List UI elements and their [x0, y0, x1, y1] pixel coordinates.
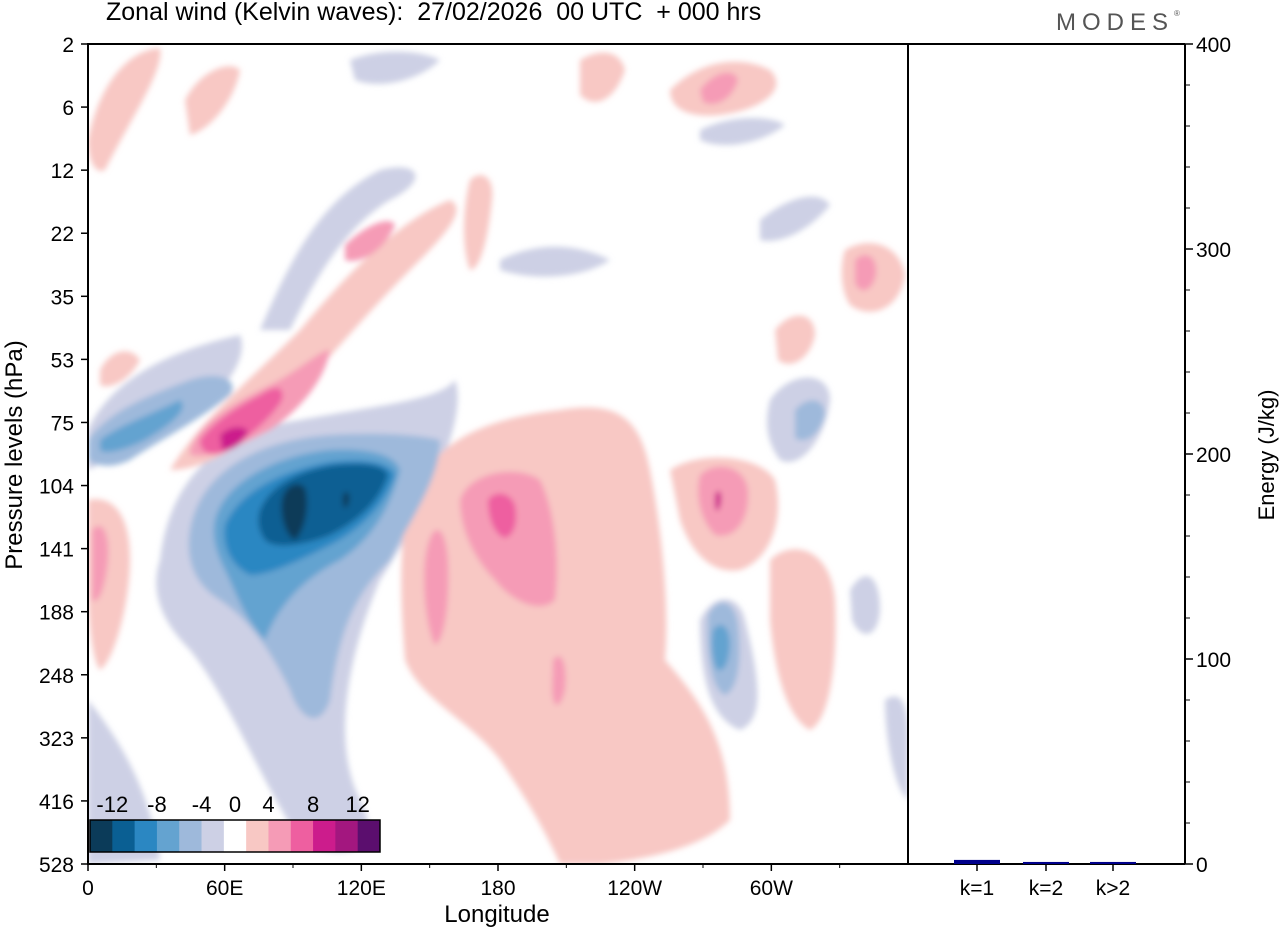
colorbar-frame — [89, 819, 381, 853]
x-tick-label: 0 — [82, 877, 94, 900]
y-tick-label: 416 — [39, 791, 74, 814]
x-tick-label: 60E — [206, 877, 243, 900]
colorbar-swatch — [335, 820, 359, 852]
y-tick-label: 188 — [39, 602, 74, 625]
colorbar-label: 4 — [262, 792, 274, 817]
neg-core-east-mid — [795, 400, 825, 441]
neg-region-upper — [350, 51, 440, 84]
y-tick-label: 6 — [62, 97, 74, 120]
energy-bar-label: k=2 — [1029, 877, 1063, 900]
neg-region-east-mid — [760, 196, 830, 241]
y-tick-label: 248 — [39, 665, 74, 688]
y-tick-label: 53 — [51, 349, 74, 372]
colorbar-label: 0 — [229, 792, 241, 817]
brand-text: MODES — [1056, 9, 1175, 36]
x-tick-label: 120W — [607, 877, 662, 900]
pos-region-mid-right — [775, 315, 815, 364]
pos-core-strong-central — [488, 493, 517, 538]
pos-region-upper-west — [88, 48, 161, 171]
colorbar-swatch — [223, 820, 247, 852]
colorbar-swatch — [357, 820, 381, 852]
neg-region-upper3 — [700, 118, 785, 145]
pos-core-max — [220, 427, 248, 451]
wind-field — [88, 48, 908, 864]
neg-core-west-inner — [100, 400, 183, 452]
energy-tick-label: 400 — [1196, 34, 1231, 57]
energy-tick-label: 200 — [1196, 444, 1231, 467]
colorbar-swatch — [290, 820, 314, 852]
pos-core-central-left — [424, 530, 449, 645]
y-tick-label: 323 — [39, 728, 74, 751]
energy-ticks: 0 100 200 300 400 — [1185, 34, 1231, 877]
y-axis-label: Pressure levels (hPa) — [1, 340, 28, 569]
energy-bar — [954, 859, 1000, 864]
colorbar-label: -12 — [96, 792, 128, 817]
pos-region-strat-right — [464, 175, 493, 270]
y-ticks: 2 6 12 22 35 53 75 104 141 188 248 323 416 528 — [39, 34, 88, 877]
colorbar-label: -8 — [147, 792, 167, 817]
x-tick-label: 120E — [337, 877, 386, 900]
brand-mark: ® — [1174, 9, 1180, 18]
x-tick-label: 180 — [480, 877, 515, 900]
brand-logo: MODES® — [1056, 9, 1180, 37]
pos-region-upper-mid — [580, 52, 625, 102]
colorbar-swatch — [90, 820, 113, 852]
y-tick-label: 12 — [51, 160, 74, 183]
y-tick-label: 141 — [39, 539, 74, 562]
energy-tick-label: 100 — [1196, 649, 1231, 672]
neg-region-strat-band — [260, 167, 416, 330]
colorbar-swatch — [156, 820, 180, 852]
colorbar-label: 12 — [345, 792, 369, 817]
neg-core-east-inner — [711, 625, 730, 671]
energy-bar — [1090, 861, 1136, 864]
x-axis-label: Longitude — [444, 901, 549, 928]
y-tick-label: 104 — [39, 476, 74, 499]
x-ticks: 0 60E 120E 180 120W 60W — [82, 864, 841, 900]
colorbar-swatch — [246, 820, 269, 852]
y-tick-label: 2 — [62, 34, 74, 57]
energy-axis-label: Energy (J/kg) — [1254, 390, 1279, 521]
colorbar-label: -4 — [192, 792, 212, 817]
energy-tick-label: 0 — [1196, 854, 1208, 877]
pos-core-right — [855, 255, 877, 291]
chart-title: Zonal wind (Kelvin waves): 27/02/2026 00… — [106, 0, 762, 26]
pos-core-central — [460, 471, 557, 607]
pos-core-upper-east — [700, 72, 738, 104]
neg-core-max2 — [343, 492, 350, 508]
energy-bars: k=1 k=2 k>2 — [954, 859, 1136, 900]
pos-core-east — [698, 466, 749, 536]
neg-region-right-bottom — [885, 696, 908, 800]
pos-core-strat — [345, 221, 395, 261]
pos-core-lower — [552, 656, 566, 705]
pos-core-east-max — [715, 490, 722, 511]
y-tick-label: 35 — [51, 286, 74, 309]
pos-region-upper-left — [185, 66, 240, 135]
y-tick-label: 528 — [39, 854, 74, 877]
colorbar-label: 8 — [307, 792, 319, 817]
colorbar-swatch — [179, 820, 203, 852]
neg-core-max — [281, 484, 307, 540]
colorbar-swatch — [268, 820, 292, 852]
energy-bar-label: k>2 — [1096, 877, 1130, 900]
colorbar: -12 -8 -4 0 4 8 12 — [89, 792, 381, 853]
pos-core-west — [92, 525, 109, 601]
pos-region-east-low — [770, 549, 836, 730]
energy-tick-label: 300 — [1196, 239, 1231, 262]
neg-region-lower-right — [850, 576, 880, 634]
colorbar-swatch — [313, 820, 336, 852]
colorbar-swatch — [134, 820, 158, 852]
energy-bar-label: k=1 — [960, 877, 994, 900]
colorbar-swatch — [201, 820, 225, 852]
colorbar-swatch — [112, 820, 136, 852]
x-tick-label: 60W — [750, 877, 793, 900]
y-tick-label: 22 — [51, 223, 74, 246]
energy-bar — [1023, 861, 1069, 864]
pos-region-strat-left — [100, 351, 140, 387]
y-tick-label: 75 — [51, 412, 74, 435]
neg-region-upper2 — [500, 246, 610, 277]
